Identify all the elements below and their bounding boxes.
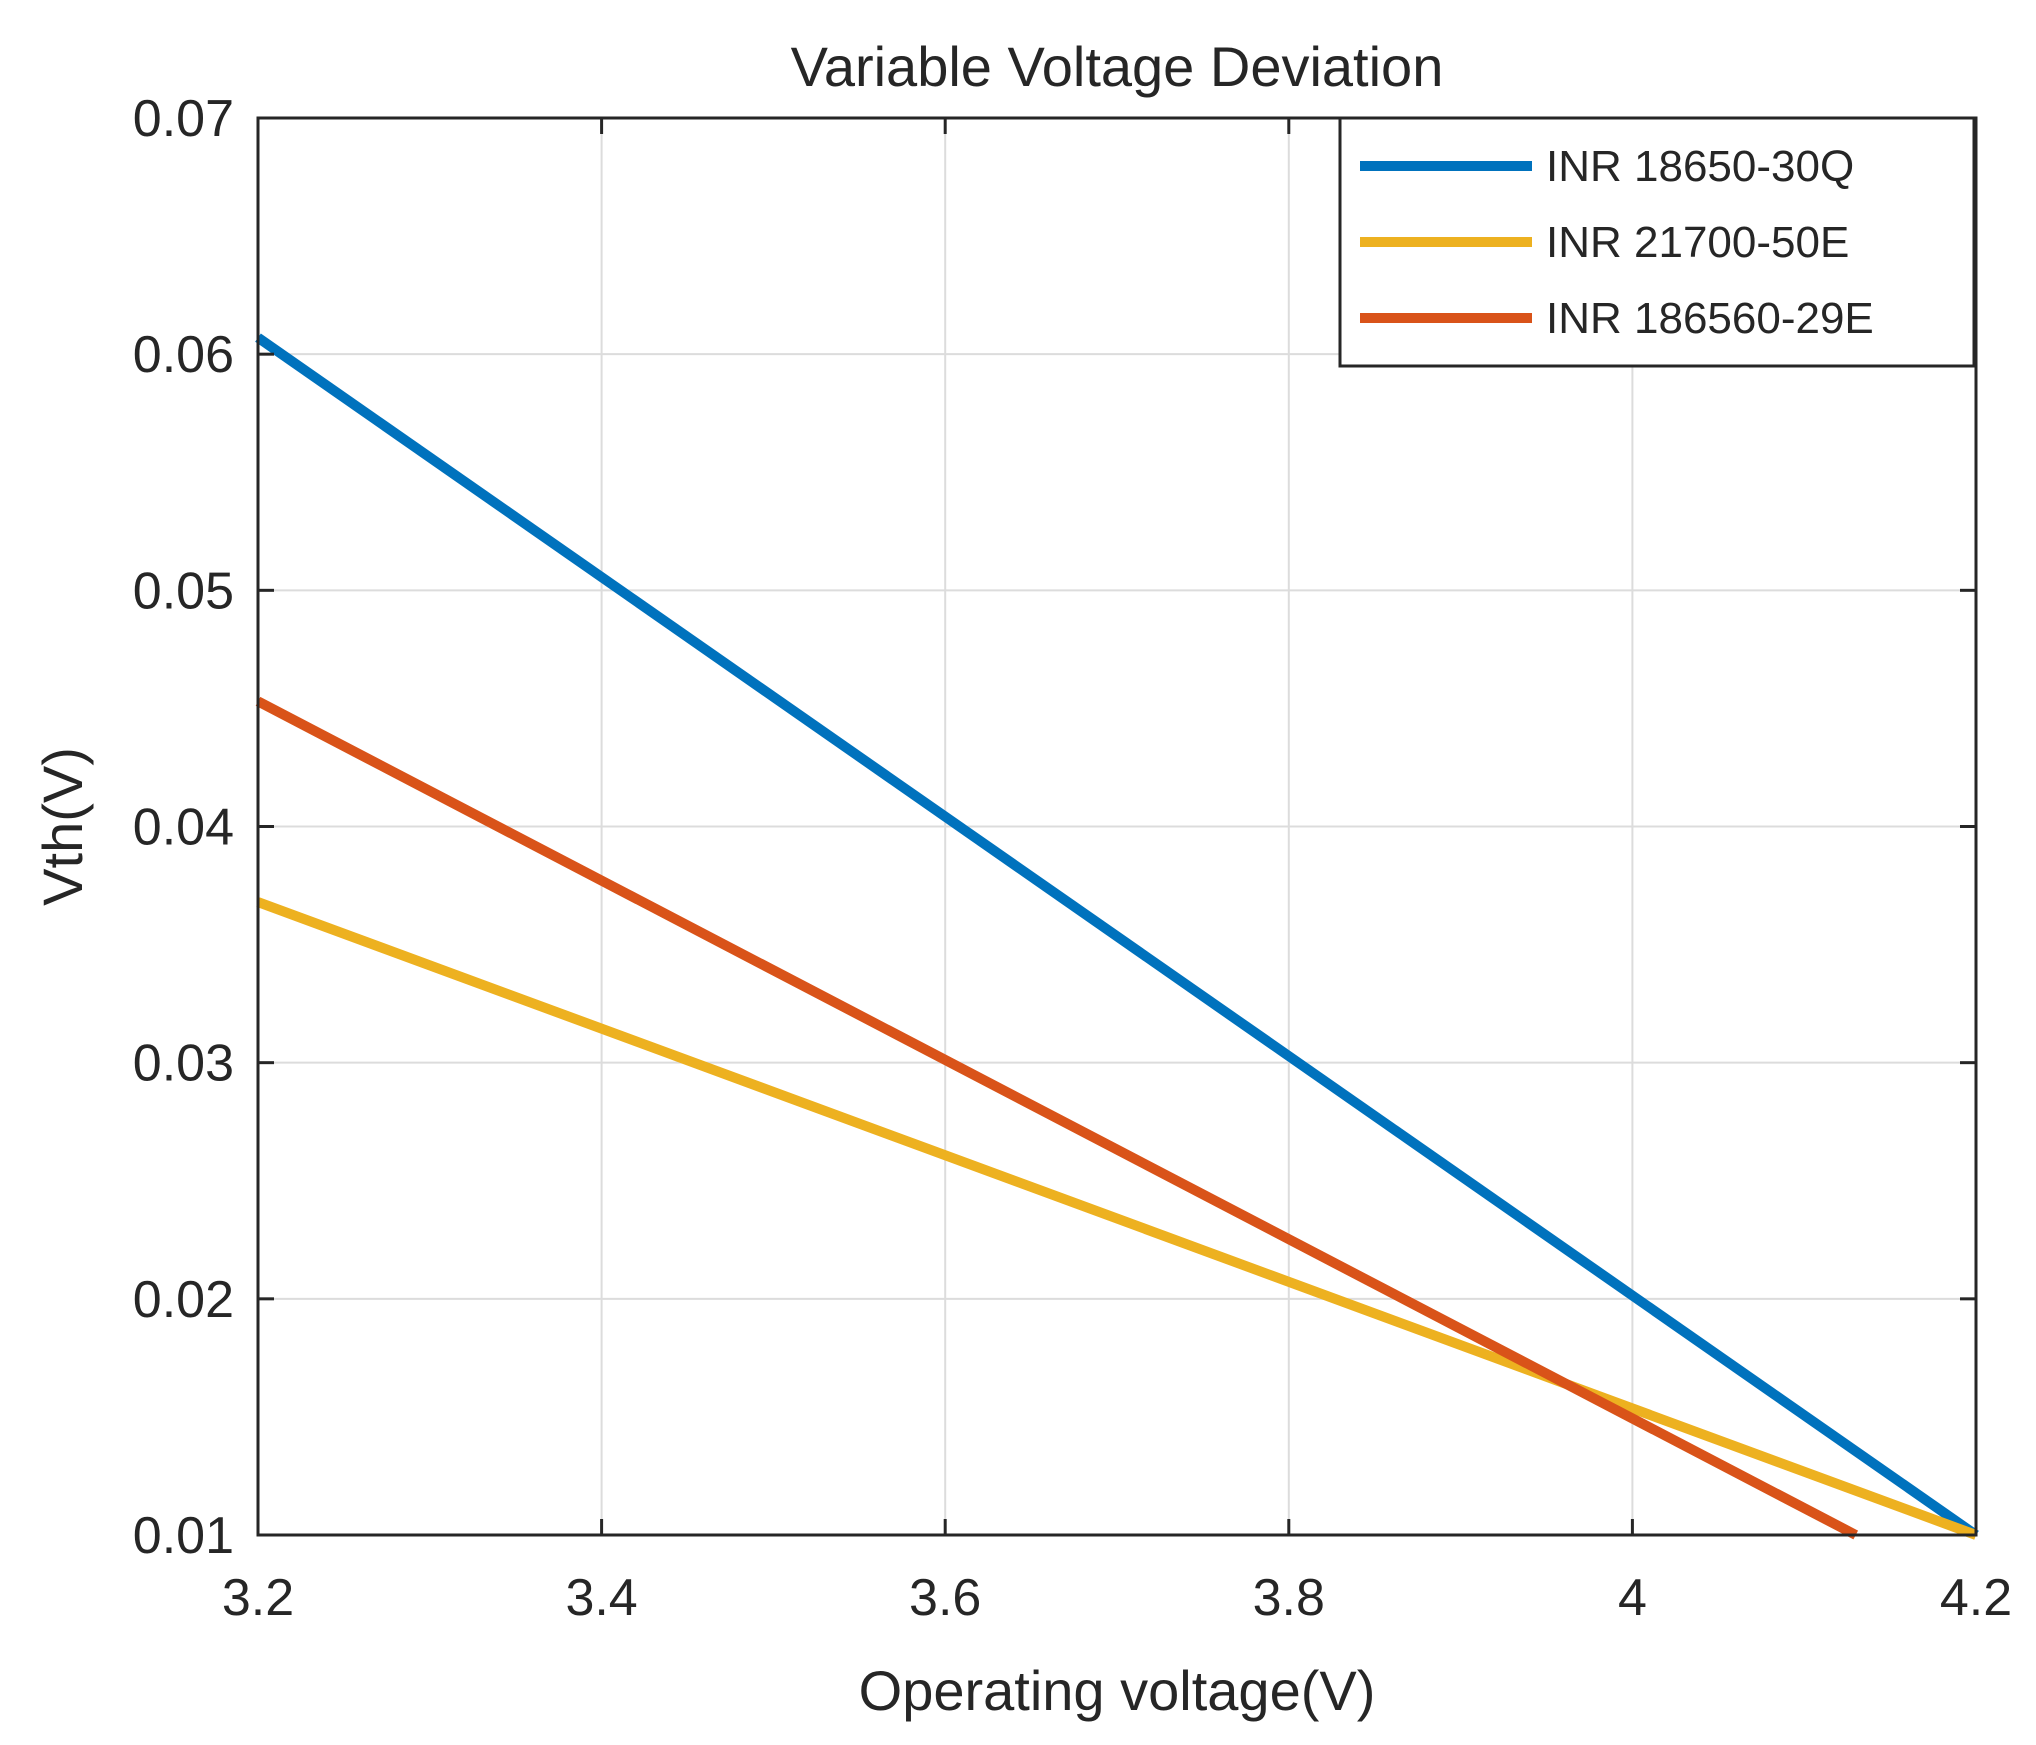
series-line-inr-21700-50e <box>256 897 1978 1540</box>
x-tick-label: 3.8 <box>1253 1569 1325 1627</box>
y-tick-label: 0.07 <box>133 90 234 148</box>
axis-ticks <box>256 116 1978 1537</box>
x-tick-label: 4 <box>1618 1569 1647 1627</box>
legend-label: INR 186560-29E <box>1546 294 1874 343</box>
x-tick-label: 3.4 <box>565 1569 637 1627</box>
tick-labels: 3.2 3.4 3.6 3.8 4 4.2 0.01 0.02 0.03 0.04 0.05 0.06… <box>133 90 2012 1627</box>
y-tick-label: 0.02 <box>133 1271 234 1329</box>
series-line-inr-186560-29e <box>255 696 1859 1540</box>
series-lines <box>255 333 1979 1540</box>
series-line-inr-18650-30q <box>255 333 1979 1540</box>
y-tick-label: 0.05 <box>133 562 234 620</box>
legend: INR 18650-30Q INR 21700-50E INR 186560-29E <box>1338 116 1976 368</box>
y-tick-label: 0.01 <box>133 1507 234 1565</box>
legend-label: INR 18650-30Q <box>1546 142 1854 191</box>
x-tick-label: 3.6 <box>909 1569 981 1627</box>
legend-label: INR 21700-50E <box>1546 218 1849 267</box>
x-tick-label: 3.2 <box>222 1569 294 1627</box>
y-tick-label: 0.03 <box>133 1035 234 1093</box>
x-axis-title: Operating voltage(V) <box>859 1659 1376 1722</box>
y-axis-title: Vth(V) <box>31 747 94 906</box>
y-tick-label: 0.04 <box>133 799 234 857</box>
y-tick-label: 0.06 <box>133 326 234 384</box>
x-tick-label: 4.2 <box>1940 1569 2012 1627</box>
chart-title: Variable Voltage Deviation <box>791 35 1444 98</box>
